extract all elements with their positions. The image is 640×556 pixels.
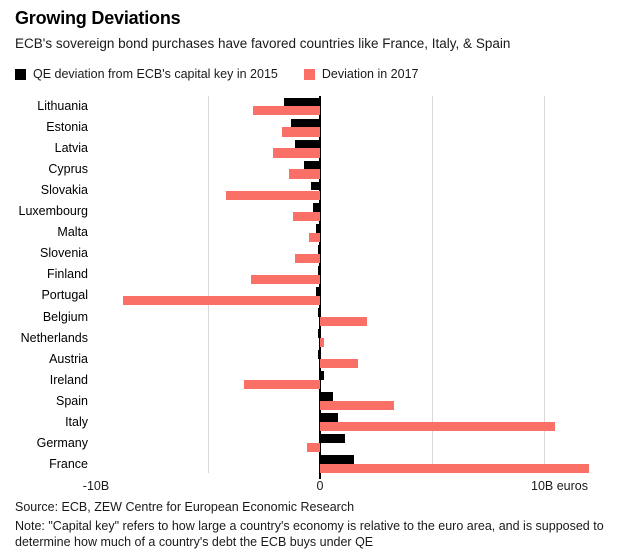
- category-label-slovakia: Slovakia: [40, 183, 88, 198]
- gridline-10B: [544, 96, 545, 473]
- bar-2017-spain: [320, 401, 394, 411]
- bar-2017-lithuania: [252, 106, 320, 116]
- bar-2015-cyprus: [304, 160, 320, 170]
- bar-2015-netherlands: [317, 329, 320, 338]
- bar-2015-belgium: [317, 308, 320, 317]
- legend-label-2017: Deviation in 2017: [321, 67, 419, 81]
- zero-axis-line: [319, 96, 321, 473]
- x-axis-tick-label-10: 10B euros: [531, 479, 588, 493]
- category-label-slovenia: Slovenia: [40, 246, 88, 261]
- category-label-luxembourg: Luxembourg: [18, 204, 89, 219]
- bar-2015-slovakia: [311, 181, 320, 191]
- page-subtitle: ECB's sovereign bond purchases have favo…: [15, 36, 511, 51]
- category-label-malta: Malta: [57, 225, 88, 240]
- category-label-estonia: Estonia: [46, 120, 88, 135]
- category-label-netherlands: Netherlands: [20, 330, 88, 345]
- bar-2015-lithuania: [284, 97, 320, 107]
- bar-2017-luxembourg: [293, 211, 320, 221]
- bar-2015-portugal: [315, 286, 320, 296]
- category-label-belgium: Belgium: [42, 309, 88, 324]
- source-text: Source: ECB, ZEW Centre for European Eco…: [15, 500, 355, 514]
- bar-2015-slovenia: [317, 244, 320, 254]
- bar-2017-belgium: [320, 316, 368, 326]
- bar-2017-latvia: [272, 148, 320, 158]
- legend-swatch-2017-icon: [303, 68, 315, 80]
- zero-axis-tick: [319, 473, 321, 479]
- page-title: Growing Deviations: [15, 8, 181, 28]
- bar-2015-estonia: [290, 118, 320, 128]
- legend-swatch-2015-icon: [15, 68, 26, 80]
- category-label-cyprus: Cyprus: [48, 162, 88, 177]
- x-axis-tick-label--10: -10B: [82, 479, 110, 493]
- bar-2015-malta: [315, 223, 320, 233]
- category-label-portugal: Portugal: [41, 288, 88, 303]
- bar-2017-germany: [306, 443, 320, 453]
- gridline--5B: [208, 96, 209, 473]
- bar-2015-luxembourg: [313, 202, 320, 212]
- gridline-5B: [432, 96, 433, 473]
- bar-2017-portugal: [122, 295, 320, 305]
- chart-plot: Lithuania Estonia Latvia Cyprus Slovakia Luxe…: [0, 96, 640, 479]
- category-label-spain: Spain: [56, 393, 88, 408]
- x-axis-tick-label-0: 0: [316, 479, 324, 493]
- bar-2017-malta: [308, 232, 320, 242]
- category-label-italy: Italy: [65, 414, 88, 429]
- bar-2017-finland: [250, 274, 320, 284]
- category-label-finland: Finland: [47, 267, 88, 282]
- note-text: Note: "Capital key" refers to how large …: [15, 519, 604, 549]
- category-label-lithuania: Lithuania: [37, 99, 88, 113]
- bar-2017-netherlands: [320, 337, 325, 348]
- bar-2015-austria: [317, 350, 320, 359]
- bar-2015-latvia: [295, 139, 320, 149]
- category-label-germany: Germany: [36, 435, 88, 450]
- category-label-ireland: Ireland: [49, 372, 88, 387]
- bar-2015-italy: [320, 413, 338, 423]
- bar-2015-finland: [317, 265, 320, 275]
- legend-label-2015: QE deviation from ECB's capital key in 2…: [33, 67, 278, 81]
- bar-2017-france: [320, 464, 589, 474]
- bar-2015-spain: [320, 392, 334, 401]
- legend-item-2015: QE deviation from ECB's capital key in 2…: [15, 67, 278, 81]
- bar-2015-germany: [320, 434, 345, 444]
- x-axis-labels: -10B 0 10B euros: [0, 479, 640, 495]
- bar-2017-estonia: [281, 127, 320, 137]
- bar-2017-slovakia: [225, 190, 320, 200]
- bar-2015-ireland: [320, 371, 325, 380]
- bar-2017-austria: [320, 358, 359, 369]
- bar-2017-ireland: [243, 379, 320, 390]
- bar-2017-cyprus: [288, 169, 320, 179]
- bar-2015-france: [320, 455, 354, 465]
- bar-2017-slovenia: [295, 253, 320, 263]
- bar-2017-italy: [320, 422, 556, 432]
- chart-legend: QE deviation from ECB's capital key in 2…: [15, 67, 418, 81]
- category-label-france: France: [49, 456, 88, 471]
- legend-item-2017: Deviation in 2017: [303, 67, 419, 81]
- category-label-austria: Austria: [49, 351, 88, 366]
- category-label-latvia: Latvia: [54, 141, 88, 156]
